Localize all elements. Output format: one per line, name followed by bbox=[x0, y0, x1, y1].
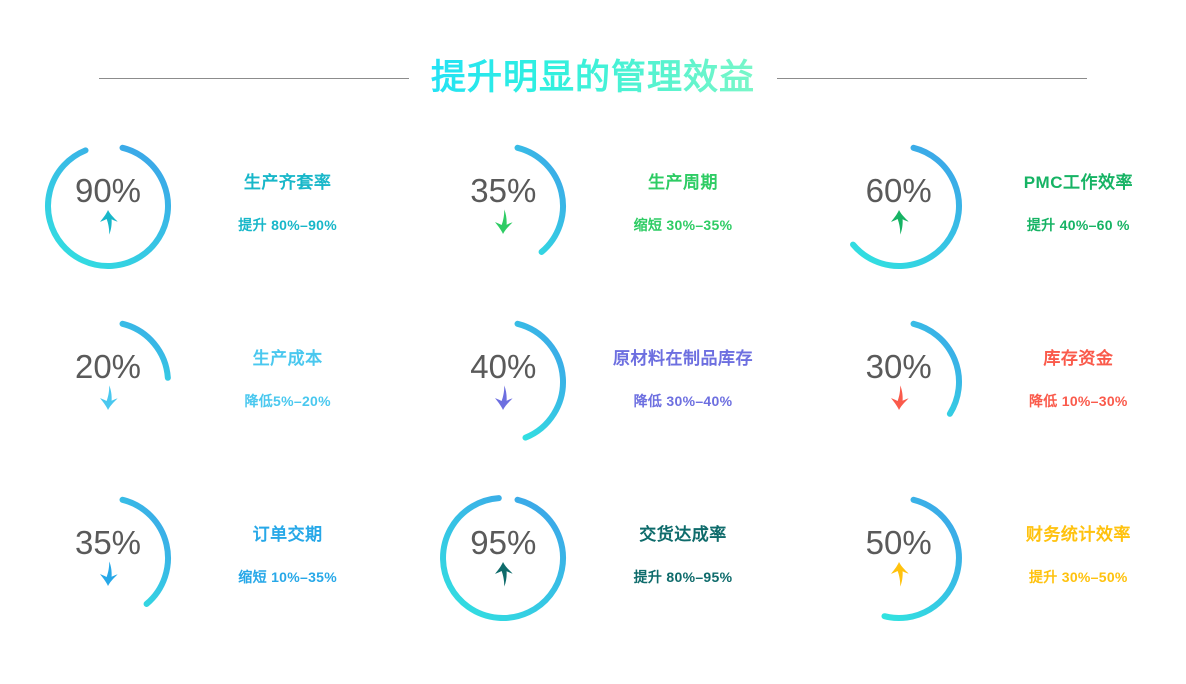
metric-texts: 原材料在制品库存 降低 30%–40% bbox=[595, 347, 790, 411]
metric-texts: 交货达成率提升 80%–95% bbox=[595, 523, 790, 587]
metric-label: 订单交期 bbox=[252, 525, 323, 544]
header-rule-left bbox=[98, 77, 409, 79]
metric-card[interactable]: 90% 生产齐套率提升 80%–90% bbox=[0, 118, 395, 294]
progress-ring: 50% bbox=[829, 488, 969, 628]
metric-subtext: 降低 30%–40% bbox=[633, 393, 733, 409]
metric-subtext: 提升 30%–50% bbox=[1028, 569, 1128, 585]
percent-value: 40% bbox=[470, 347, 537, 385]
metric-subtext: 降低 10%–30% bbox=[1028, 393, 1128, 409]
metric-label: 生产成本 bbox=[252, 349, 323, 368]
header: 提升明显的管理效益 bbox=[0, 52, 1186, 104]
progress-ring-arc bbox=[849, 144, 962, 269]
metric-texts: 订单交期缩短 10%–35% bbox=[200, 523, 395, 587]
ring-center: 20% bbox=[38, 312, 178, 452]
progress-ring: 30% bbox=[829, 312, 969, 452]
progress-ring-arc bbox=[45, 144, 171, 269]
metric-texts: 生产周期缩短 30%–35% bbox=[595, 171, 790, 235]
arrow-up-icon bbox=[495, 561, 513, 587]
progress-ring: 35% bbox=[38, 488, 178, 628]
ring-center: 40% bbox=[433, 312, 573, 452]
arrow-up-icon bbox=[100, 209, 118, 235]
metric-label: 财务统计效率 bbox=[1025, 525, 1131, 544]
arrow-up-icon bbox=[890, 561, 909, 587]
progress-ring-arc bbox=[119, 496, 171, 607]
metric-texts: 生产齐套率提升 80%–90% bbox=[200, 171, 395, 235]
percent-value: 30% bbox=[865, 347, 932, 385]
percent-value: 20% bbox=[74, 347, 142, 385]
metric-card[interactable]: 20% 生产成本降低5%–20% bbox=[0, 294, 395, 470]
arrow-down-icon bbox=[100, 384, 118, 410]
metric-card[interactable]: 35% 订单交期缩短 10%–35% bbox=[0, 470, 395, 646]
ring-center: 35% bbox=[433, 136, 573, 276]
metric-subtext: 提升 80%–90% bbox=[238, 217, 338, 233]
progress-ring-arc bbox=[881, 496, 962, 621]
ring-center: 90% bbox=[38, 136, 178, 276]
metric-grid: 90% 生产齐套率提升 80%–90% 35% 生产周期缩短 30%–35% 60% PM… bbox=[0, 118, 1186, 658]
ring-center: 95% bbox=[433, 488, 573, 628]
metric-card[interactable]: 50% 财务统计效率 提升 30%–50% bbox=[791, 470, 1186, 646]
progress-ring: 90% bbox=[38, 136, 178, 276]
ring-center: 60% bbox=[829, 136, 969, 276]
metric-card[interactable]: 60% PMC工作效率 提升 40%–60 % bbox=[791, 118, 1186, 294]
metric-card[interactable]: 35% 生产周期缩短 30%–35% bbox=[395, 118, 790, 294]
percent-value: 35% bbox=[74, 523, 142, 561]
ring-center: 30% bbox=[829, 312, 969, 452]
metric-label: PMC工作效率 bbox=[1023, 173, 1133, 192]
progress-ring-arc bbox=[514, 320, 567, 441]
percent-value: 95% bbox=[470, 523, 537, 561]
percent-value: 35% bbox=[470, 171, 537, 209]
progress-ring: 35% bbox=[433, 136, 573, 276]
percent-value: 60% bbox=[865, 171, 932, 209]
metric-card[interactable]: 40% 原材料在制品库存 降低 30%–40% bbox=[395, 294, 790, 470]
arrow-down-icon bbox=[100, 560, 118, 586]
progress-ring-arc bbox=[514, 144, 567, 255]
percent-value: 90% bbox=[74, 171, 142, 209]
metric-card[interactable]: 95% 交货达成率提升 80%–95% bbox=[395, 470, 790, 646]
metric-label: 原材料在制品库存 bbox=[612, 349, 753, 368]
metric-label: 库存资金 bbox=[1043, 349, 1114, 368]
header-rule-right bbox=[777, 77, 1087, 79]
ring-center: 35% bbox=[38, 488, 178, 628]
progress-ring: 20% bbox=[38, 312, 178, 452]
metric-label: 交货达成率 bbox=[639, 525, 727, 544]
metric-texts: PMC工作效率 提升 40%–60 % bbox=[991, 171, 1186, 235]
metric-texts: 生产成本降低5%–20% bbox=[200, 347, 395, 411]
progress-ring-arc bbox=[119, 320, 171, 381]
metric-texts: 财务统计效率 提升 30%–50% bbox=[991, 523, 1186, 587]
arrow-up-icon bbox=[890, 209, 909, 235]
metric-subtext: 缩短 30%–35% bbox=[633, 217, 733, 233]
metric-subtext: 降低5%–20% bbox=[244, 393, 331, 409]
metric-subtext: 提升 80%–95% bbox=[633, 569, 733, 585]
arrow-down-icon bbox=[495, 208, 513, 234]
arrow-down-icon bbox=[890, 384, 909, 410]
progress-ring-arc bbox=[440, 495, 567, 621]
metric-subtext: 提升 40%–60 % bbox=[1026, 217, 1130, 233]
metric-label: 生产周期 bbox=[647, 173, 718, 192]
percent-value: 50% bbox=[865, 523, 932, 561]
metric-texts: 库存资金降低 10%–30% bbox=[991, 347, 1186, 411]
metric-card[interactable]: 30% 库存资金降低 10%–30% bbox=[791, 294, 1186, 470]
progress-ring: 40% bbox=[433, 312, 573, 452]
progress-ring: 95% bbox=[433, 488, 573, 628]
metric-label: 生产齐套率 bbox=[243, 173, 332, 192]
arrow-down-icon bbox=[495, 384, 513, 410]
progress-ring: 60% bbox=[829, 136, 969, 276]
progress-ring-arc bbox=[910, 320, 962, 417]
metric-subtext: 缩短 10%–35% bbox=[238, 569, 338, 585]
page-title: 提升明显的管理效益 bbox=[431, 56, 755, 100]
ring-center: 50% bbox=[829, 488, 969, 628]
